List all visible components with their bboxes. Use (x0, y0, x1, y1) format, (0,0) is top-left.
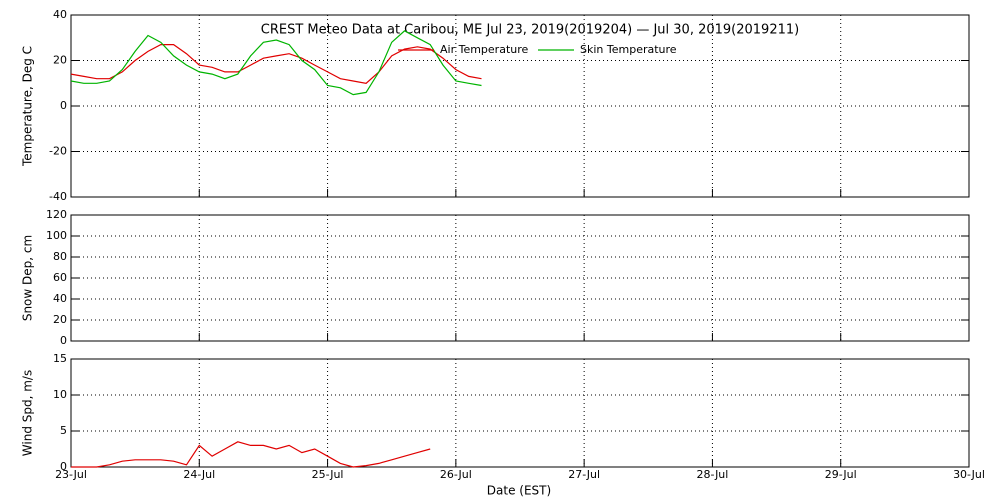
x-tick-label: 23-Jul (55, 468, 87, 481)
plot-frame (70, 358, 970, 468)
y-tick-label: 0 (60, 460, 67, 473)
y-tick-label: 60 (53, 271, 67, 284)
y-tick-label: 5 (60, 424, 67, 437)
x-tick-label: 26-Jul (440, 468, 472, 481)
x-tick-label: 30-Jul (953, 468, 985, 481)
x-axis-label: Date (EST) (487, 484, 551, 498)
x-tick-label: 24-Jul (183, 468, 215, 481)
y-tick-label: 40 (53, 292, 67, 305)
chart-title: CREST Meteo Data at Caribou, ME Jul 23, … (261, 23, 799, 38)
y-tick-label: 15 (53, 352, 67, 365)
y-tick-label: 120 (46, 208, 67, 221)
series-line (71, 441, 431, 468)
y-tick-label: -20 (49, 145, 67, 158)
series-line (70, 30, 482, 96)
y-tick-label: 0 (60, 99, 67, 112)
y-tick-label: 80 (53, 250, 67, 263)
x-tick-label: 29-Jul (825, 468, 857, 481)
y-tick-label: 20 (53, 313, 67, 326)
x-tick-label: 25-Jul (312, 468, 344, 481)
y-axis-label: Wind Spd, m/s (21, 370, 35, 456)
y-tick-label: 0 (60, 334, 67, 347)
y-tick-label: 100 (46, 229, 67, 242)
series-line (70, 43, 482, 84)
y-tick-label: 40 (53, 8, 67, 21)
legend-label: Skin Temperature (580, 43, 677, 56)
y-tick-label: -40 (49, 190, 67, 203)
x-tick-label: 28-Jul (696, 468, 728, 481)
x-tick-label: 27-Jul (568, 468, 600, 481)
y-axis-label: Temperature, Deg C (21, 46, 35, 167)
legend-label: Air Temperature (440, 43, 529, 56)
y-tick-label: 20 (53, 54, 67, 67)
y-axis-label: Snow Dep, cm (21, 235, 35, 321)
y-tick-label: 10 (53, 388, 67, 401)
